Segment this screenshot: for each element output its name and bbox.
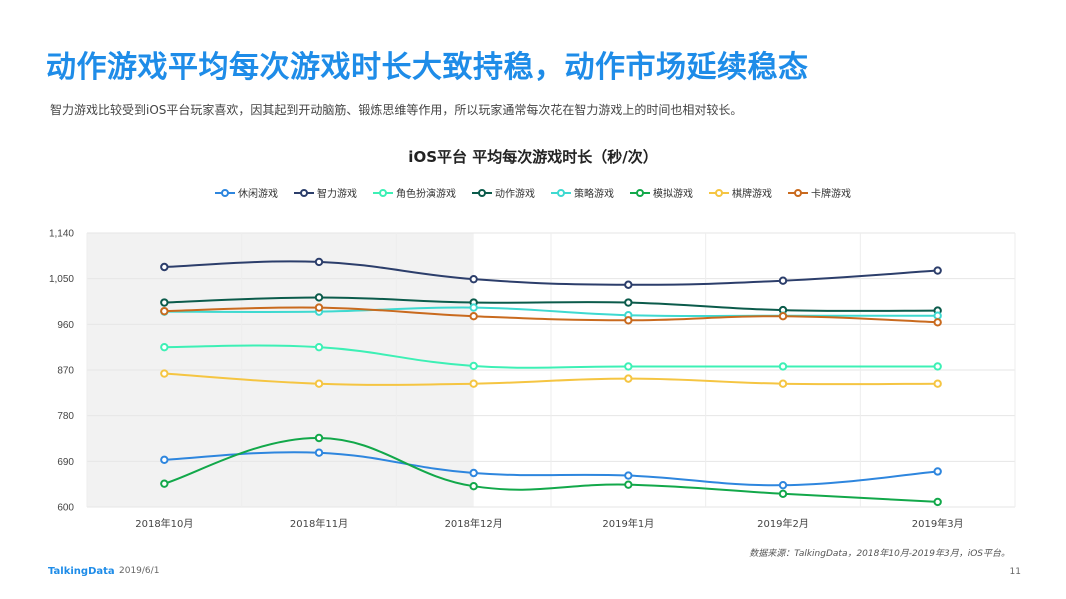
y-tick-label: 780 (57, 411, 74, 422)
page-title: 动作游戏平均每次游戏时长大致持稳，动作市场延续稳态 (46, 50, 809, 85)
data-point (624, 480, 633, 489)
legend-swatch (215, 188, 235, 197)
y-tick-label: 1,140 (49, 229, 74, 240)
data-point (314, 257, 324, 267)
legend-swatch (788, 188, 808, 197)
legend-label: 角色扮演游戏 (396, 189, 456, 200)
legend-label: 策略游戏 (574, 189, 614, 200)
data-point (160, 306, 169, 316)
series-line-卡牌游戏 (164, 306, 938, 324)
data-point (160, 342, 169, 352)
legend-label: 卡牌游戏 (811, 189, 851, 200)
data-point (778, 312, 788, 321)
data-point (469, 481, 478, 491)
data-point (469, 379, 478, 388)
legend-swatch (294, 188, 314, 197)
data-point (469, 303, 478, 312)
data-point (933, 497, 942, 507)
data-point (778, 379, 788, 388)
legend-swatch (709, 188, 729, 197)
series-line-休闲游戏 (164, 451, 938, 487)
data-point (778, 480, 788, 490)
data-point (933, 362, 942, 371)
data-point (469, 274, 478, 284)
series-line-智力游戏 (164, 260, 938, 286)
chart-legend: 休闲游戏 智力游戏 角色扮演游戏 动作游戏 策略游戏 模拟游戏 棋牌游戏 卡牌游戏 (0, 185, 1066, 200)
series-line-角色扮演游戏 (164, 344, 938, 369)
legend-swatch (630, 188, 650, 197)
y-tick-label: 960 (57, 320, 74, 331)
data-point (778, 276, 788, 285)
y-tick-label: 1,050 (49, 274, 74, 285)
y-tick-label: 600 (57, 503, 74, 514)
legend-item[interactable]: 棋牌游戏 (709, 185, 772, 200)
series-line-动作游戏 (164, 296, 938, 312)
data-point (933, 311, 942, 320)
legend-swatch (551, 188, 571, 197)
legend-item[interactable]: 角色扮演游戏 (373, 185, 456, 200)
x-tick-label: 2019年3月 (912, 517, 964, 530)
legend-item[interactable]: 策略游戏 (551, 185, 614, 200)
data-point (624, 374, 633, 383)
data-point (469, 468, 478, 478)
footer-date: 2019/6/1 (119, 566, 160, 576)
x-tick-label: 2018年10月 (135, 517, 193, 530)
legend-swatch (373, 188, 393, 197)
page-number: 11 (1009, 567, 1021, 577)
data-point (933, 318, 942, 327)
data-point (778, 362, 788, 371)
x-tick-label: 2019年1月 (602, 517, 654, 530)
data-point (160, 262, 169, 272)
data-point (314, 342, 324, 352)
brand-logo: TalkingData (48, 566, 115, 577)
data-point (624, 298, 633, 307)
data-point (624, 471, 633, 480)
legend-item[interactable]: 卡牌游戏 (788, 185, 851, 200)
data-point (933, 379, 942, 388)
data-point (778, 489, 788, 499)
data-point (469, 312, 478, 321)
series-line-模拟游戏 (164, 436, 938, 503)
y-tick-label: 870 (57, 366, 74, 377)
legend-label: 动作游戏 (495, 189, 535, 200)
data-point (469, 361, 478, 371)
legend-item[interactable]: 智力游戏 (294, 185, 357, 200)
series-line-棋牌游戏 (164, 372, 938, 386)
x-tick-label: 2019年2月 (757, 517, 809, 530)
data-point (624, 280, 633, 289)
data-point (160, 298, 169, 307)
data-point (314, 448, 324, 457)
legend-swatch (472, 188, 492, 197)
data-point (624, 362, 633, 371)
y-tick-label: 690 (57, 457, 74, 468)
legend-item[interactable]: 动作游戏 (472, 185, 535, 200)
legend-label: 休闲游戏 (238, 189, 278, 200)
data-source-note: 数据来源：TalkingData，2018年10月-2019年3月，iOS平台。 (749, 549, 1010, 559)
data-point (933, 467, 942, 476)
data-point (314, 293, 324, 302)
page-subtitle: 智力游戏比较受到iOS平台玩家喜欢，因其起到开动脑筋、锻炼思维等作用，所以玩家通… (50, 103, 743, 117)
legend-item[interactable]: 模拟游戏 (630, 185, 693, 200)
x-tick-label: 2018年12月 (445, 517, 503, 530)
data-point (160, 455, 169, 465)
data-point (314, 303, 324, 312)
data-point (933, 266, 942, 275)
data-point (314, 379, 324, 388)
legend-label: 智力游戏 (317, 189, 357, 200)
chart-title: iOS平台 平均每次游戏时长（秒/次） (408, 148, 658, 166)
legend-item[interactable]: 休闲游戏 (215, 185, 278, 200)
data-point (314, 433, 324, 443)
data-point (624, 316, 633, 325)
legend-label: 棋牌游戏 (732, 189, 772, 200)
data-point (160, 479, 169, 488)
x-tick-label: 2018年11月 (290, 517, 348, 530)
legend-label: 模拟游戏 (653, 189, 693, 200)
data-point (160, 369, 169, 378)
